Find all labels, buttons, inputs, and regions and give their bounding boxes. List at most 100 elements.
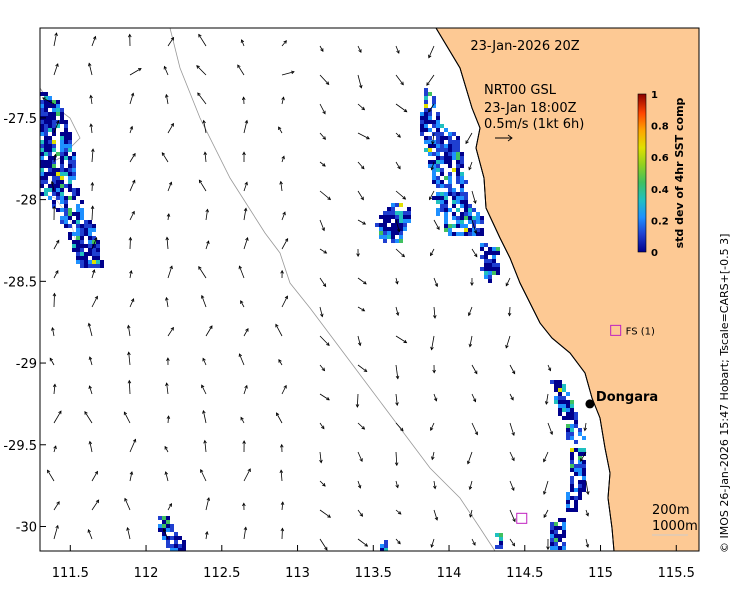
station-label-fs: FS (1) (626, 326, 655, 337)
sst-pixel (492, 247, 496, 251)
sst-pixel (562, 542, 566, 546)
sst-pixel (424, 136, 428, 140)
sst-pixel (383, 239, 387, 243)
sst-pixel (472, 220, 476, 224)
sst-pixel (76, 192, 80, 196)
current-arrow (319, 190, 332, 201)
sst-pixel (60, 116, 64, 120)
sst-pixel (456, 208, 460, 212)
current-arrow (87, 529, 93, 540)
sst-pixel (44, 112, 48, 116)
sst-pixel (432, 100, 436, 104)
sst-pixel (395, 231, 399, 235)
sst-pixel (178, 544, 182, 548)
sst-pixel (550, 380, 554, 384)
sst-pixel (48, 164, 52, 168)
sst-pixel (460, 212, 464, 216)
sst-pixel (495, 545, 499, 549)
sst-pixel (68, 132, 72, 136)
lat-tick-label: -29 (16, 357, 37, 372)
sst-pixel (496, 251, 500, 255)
sst-pixel (48, 136, 52, 140)
sst-pixel (578, 468, 582, 472)
current-arrow (432, 364, 436, 374)
sst-pixel (499, 537, 503, 541)
sst-pixel (436, 144, 440, 148)
sst-pixel (492, 259, 496, 263)
sst-pixel (432, 172, 436, 176)
current-arrow (167, 36, 175, 47)
current-arrow (127, 33, 132, 47)
sst-pixel (562, 526, 566, 530)
current-arrow (198, 179, 207, 192)
map-title: 23-Jan-2026 20Z (470, 39, 579, 54)
sst-pixel (64, 132, 68, 136)
sst-pixel (44, 176, 48, 180)
current-arrow (129, 298, 135, 308)
sst-pixel (174, 536, 178, 540)
current-arrow (205, 325, 213, 337)
sst-pixel (48, 172, 52, 176)
current-arrow (468, 161, 473, 171)
sst-pixel (566, 408, 570, 412)
sst-pixel (56, 112, 60, 116)
sst-pixel (562, 396, 566, 400)
sst-pixel (448, 160, 452, 164)
current-arrow (129, 438, 137, 453)
colorbar-tick-label: 0.6 (651, 153, 669, 164)
sst-pixel (48, 168, 52, 172)
sst-pixel (574, 416, 578, 420)
sst-pixel (48, 184, 52, 188)
current-arrow (470, 277, 474, 286)
sst-pixel (488, 247, 492, 251)
sst-pixel (456, 220, 460, 224)
sst-pixel (432, 196, 436, 200)
sst-pixel (64, 136, 68, 140)
current-arrow (242, 151, 246, 163)
current-arrow (465, 132, 473, 145)
sst-pixel (384, 544, 388, 548)
sst-pixel (444, 160, 448, 164)
sst-pixel (452, 196, 456, 200)
current-arrow (84, 411, 93, 424)
sst-pixel (554, 396, 558, 400)
sst-pixel (432, 144, 436, 148)
sst-pixel (383, 231, 387, 235)
sst-pixel (387, 215, 391, 219)
sst-pixel (464, 180, 468, 184)
sst-pixel (92, 256, 96, 260)
sst-pixel (436, 180, 440, 184)
sst-pixel (476, 228, 480, 232)
current-arrow (53, 119, 60, 134)
sst-pixel (92, 260, 96, 264)
current-arrow (281, 295, 288, 308)
current-arrow (53, 445, 57, 453)
sst-pixel (44, 152, 48, 156)
sst-pixel (558, 518, 562, 522)
current-arrow (471, 422, 478, 436)
current-arrow (544, 393, 549, 405)
current-arrow (279, 443, 284, 453)
sst-pixel (578, 432, 582, 436)
sst-pixel (554, 542, 558, 546)
sst-pixel (574, 440, 578, 444)
sst-pixel (40, 128, 44, 132)
sst-pixel (52, 164, 56, 168)
current-arrow (243, 207, 248, 221)
current-arrow (164, 445, 169, 453)
station-marker-south (516, 512, 528, 524)
current-arrow (280, 527, 285, 540)
sst-pixel (166, 528, 170, 532)
sst-pixel (472, 228, 476, 232)
sst-pixel (428, 140, 432, 144)
lon-tick-label: 115.5 (658, 566, 695, 581)
sst-pixel (448, 208, 452, 212)
current-arrow (357, 509, 364, 517)
current-arrow (433, 219, 440, 231)
sst-pixel (452, 132, 456, 136)
current-arrow (395, 335, 408, 344)
sst-pixel (440, 184, 444, 188)
sst-pixel (456, 152, 460, 156)
sst-pixel (476, 212, 480, 216)
sst-pixel (448, 180, 452, 184)
